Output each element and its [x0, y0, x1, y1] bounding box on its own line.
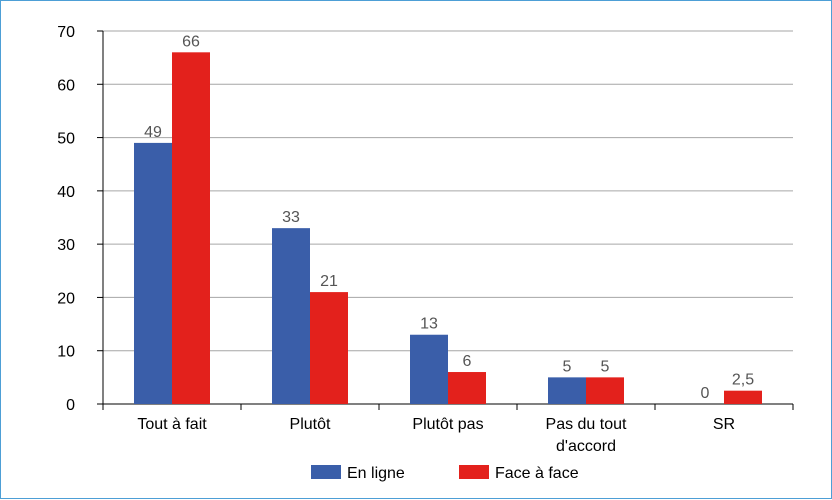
data-label: 33	[282, 209, 300, 226]
x-tick-label: d'accord	[556, 438, 616, 455]
bar-en-ligne	[548, 377, 586, 404]
y-tick-label: 10	[57, 344, 75, 361]
data-label: 5	[601, 358, 610, 375]
data-label: 5	[563, 358, 572, 375]
y-tick-label: 40	[57, 184, 75, 201]
data-label: 0	[701, 385, 710, 402]
bar-face-a-face	[586, 377, 624, 404]
bar-face-a-face	[448, 372, 486, 404]
x-tick-label: Plutôt	[290, 416, 331, 433]
bar-face-a-face	[172, 52, 210, 405]
x-tick-label: Tout à fait	[137, 416, 207, 433]
x-tick-label: SR	[713, 416, 735, 433]
x-tick-label: Plutôt pas	[412, 416, 483, 433]
bar-face-a-face	[724, 390, 762, 404]
y-tick-label: 60	[57, 77, 75, 94]
data-label: 21	[320, 273, 338, 290]
y-tick-label: 30	[57, 237, 75, 254]
y-tick-label: 70	[57, 24, 75, 41]
bar-en-ligne	[272, 228, 310, 404]
bar-face-a-face	[310, 292, 348, 404]
legend-label: En ligne	[347, 465, 405, 482]
legend-swatch	[459, 465, 489, 479]
data-label: 49	[144, 124, 162, 141]
legend-swatch	[311, 465, 341, 479]
data-label: 13	[420, 316, 438, 333]
data-label: 6	[463, 353, 472, 370]
y-tick-label: 20	[57, 290, 75, 307]
bar-en-ligne	[134, 142, 172, 404]
bar-en-ligne	[410, 334, 448, 404]
y-tick-label: 0	[66, 397, 75, 414]
legend-label: Face à face	[495, 465, 579, 482]
data-label: 2,5	[732, 372, 754, 389]
data-label: 66	[182, 33, 200, 50]
x-tick-label: Pas du tout	[546, 416, 628, 433]
y-tick-label: 50	[57, 131, 75, 148]
